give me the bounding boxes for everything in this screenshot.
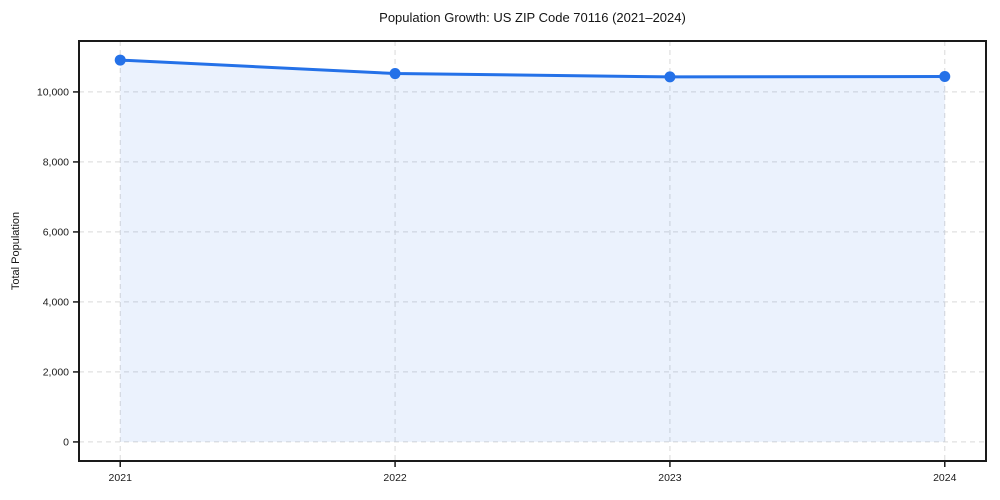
trend-line <box>118 58 947 79</box>
x-tick-label: 2023 <box>658 472 682 484</box>
x-tick-label: 2021 <box>109 472 133 484</box>
data-point <box>939 71 951 83</box>
y-tick-label: 4,000 <box>43 296 69 308</box>
area-fill <box>120 60 945 442</box>
y-tick-label: 6,000 <box>43 226 69 238</box>
data-point <box>664 71 676 83</box>
y-tick-label: 2,000 <box>43 366 69 378</box>
chart-title: Population Growth: US ZIP Code 70116 (20… <box>379 10 686 25</box>
plot-border <box>78 40 987 462</box>
data-point <box>114 54 126 66</box>
x-tick-label: 2024 <box>933 472 957 484</box>
y-tick-label: 10,000 <box>37 86 69 98</box>
x-tick-label: 2022 <box>383 472 407 484</box>
y-tick-label: 0 <box>63 436 69 448</box>
data-point <box>389 68 401 80</box>
y-tick-label: 8,000 <box>43 156 69 168</box>
